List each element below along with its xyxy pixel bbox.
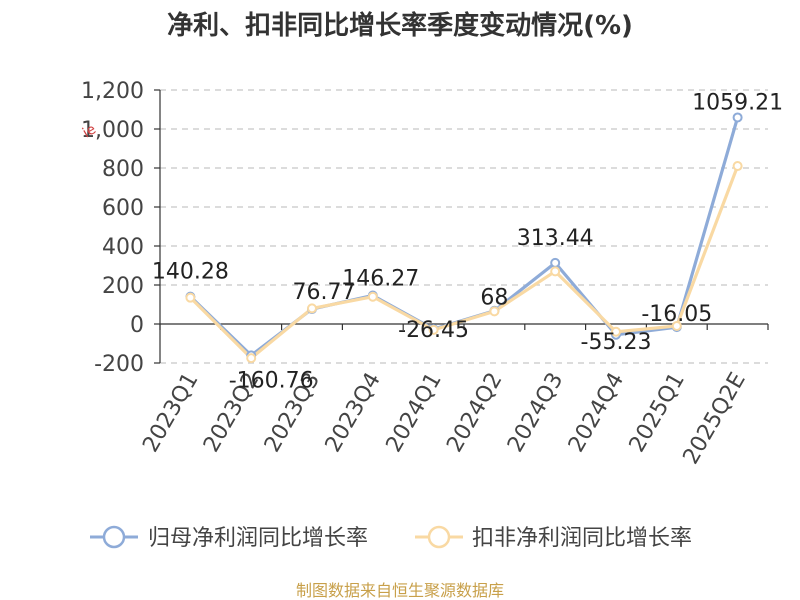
data-label: 76.77 <box>293 280 356 305</box>
y-tick-label: 200 <box>102 274 144 299</box>
series-2-point <box>367 291 378 302</box>
data-label: -160.76 <box>229 368 314 393</box>
x-tick-label: 2024Q2 <box>442 369 507 457</box>
x-tick-label: 2025Q2E <box>679 369 751 469</box>
y-axis-ticks: 1,200 1,000 800 600 400 200 0 -200 <box>81 79 160 377</box>
x-tick-label: 2024Q3 <box>503 369 568 457</box>
series-2-point <box>550 266 561 277</box>
series-2-point <box>246 353 257 364</box>
y-tick-label: 600 <box>102 196 144 221</box>
series-2-point <box>185 292 196 303</box>
legend: 归母净利润同比增长率 扣非净利润同比增长率 <box>90 525 692 551</box>
data-label: 68 <box>480 286 508 311</box>
x-tick-label: 2023Q1 <box>138 369 203 457</box>
data-label: -26.45 <box>398 318 469 343</box>
x-tick-label: 2024Q1 <box>381 368 446 456</box>
y-tick-label: 1,200 <box>81 79 144 104</box>
y-tick-label: 1,000 <box>81 118 144 143</box>
x-tick-label: 2025Q1 <box>625 369 690 457</box>
legend-marker-2 <box>427 525 451 549</box>
data-label: -55.23 <box>581 330 652 355</box>
y-tick-label: -200 <box>94 352 144 377</box>
series-line-2 <box>189 165 740 360</box>
data-label: 313.44 <box>517 226 594 251</box>
data-label: 140.28 <box>152 260 229 285</box>
grid <box>160 89 768 364</box>
source-text: 制图数据来自恒生聚源数据库 <box>296 581 504 600</box>
x-tick-label: 2024Q4 <box>564 369 629 457</box>
series-1-point <box>550 257 561 268</box>
series-2-point <box>307 303 317 314</box>
legend-label-1: 归母净利润同比增长率 <box>148 526 368 551</box>
series-layer <box>185 112 743 364</box>
legend-label-2: 扣非净利润同比增长率 <box>472 526 692 551</box>
chart-title: 净利、扣非同比增长率季度变动情况(%) <box>167 10 633 41</box>
y-tick-label: 800 <box>102 157 144 182</box>
x-axis-ticks: 2023Q12023Q22023Q32023Q42024Q12024Q22024… <box>138 324 769 469</box>
series-2-point <box>489 306 500 317</box>
series-2-point <box>611 326 621 337</box>
data-label: 146.27 <box>342 266 419 291</box>
series-1-point <box>732 112 743 123</box>
x-tick-label: 2023Q4 <box>321 369 386 457</box>
series-2-point <box>671 320 682 331</box>
y-tick-label: 400 <box>102 235 144 260</box>
data-label: -16.05 <box>641 302 712 327</box>
y-tick-label: 0 <box>130 313 144 338</box>
series-2-point <box>732 161 743 172</box>
legend-marker-1 <box>102 525 126 549</box>
series-2-point <box>428 324 439 335</box>
data-label: 1059.21 <box>692 90 783 115</box>
